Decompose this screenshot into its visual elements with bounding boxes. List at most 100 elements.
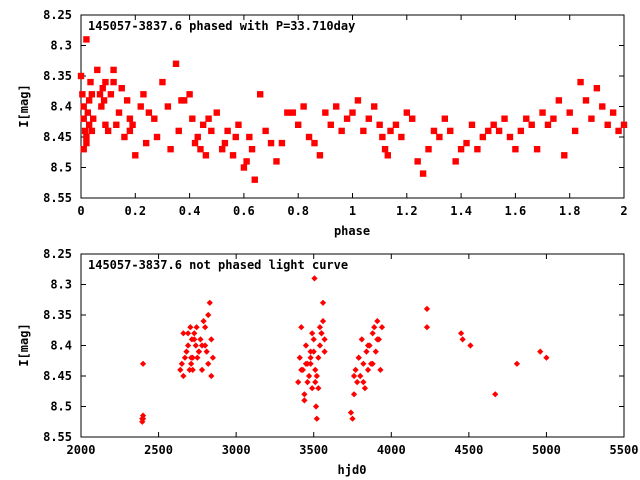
data-point bbox=[126, 127, 134, 135]
data-point bbox=[357, 372, 364, 380]
data-point bbox=[459, 336, 466, 343]
data-point bbox=[186, 91, 193, 98]
data-point bbox=[371, 324, 378, 331]
y-axis-ticks: 8.25 8.3 8.35 8.4 8.45 8.5 8.55 bbox=[43, 247, 624, 444]
x-tick-label: 1 bbox=[349, 204, 356, 218]
data-point bbox=[309, 330, 316, 337]
data-point bbox=[369, 330, 376, 337]
data-point bbox=[457, 330, 465, 337]
data-point bbox=[354, 378, 361, 386]
data-point bbox=[137, 103, 144, 110]
data-point bbox=[392, 121, 400, 128]
data-point bbox=[151, 115, 158, 122]
data-point bbox=[273, 158, 280, 165]
data-point bbox=[365, 115, 372, 122]
data-point bbox=[87, 78, 94, 86]
data-point bbox=[354, 97, 362, 104]
x-axis-label: phase bbox=[334, 224, 370, 238]
x-tick-label: 5000 bbox=[532, 443, 561, 457]
data-point bbox=[208, 127, 215, 135]
data-point bbox=[83, 139, 90, 147]
data-point bbox=[495, 127, 503, 135]
data-point bbox=[180, 372, 187, 380]
data-point bbox=[79, 91, 86, 98]
y-tick-label: 8.5 bbox=[50, 400, 72, 414]
data-point bbox=[369, 360, 376, 367]
data-point bbox=[84, 109, 91, 116]
data-point bbox=[197, 146, 204, 153]
data-point bbox=[205, 360, 212, 367]
x-axis-label: hjd0 bbox=[338, 463, 367, 477]
data-point bbox=[305, 372, 313, 380]
y-tick-label: 8.45 bbox=[43, 369, 72, 383]
data-point bbox=[555, 97, 563, 104]
x-tick-label: 4500 bbox=[454, 443, 483, 457]
data-point bbox=[305, 133, 313, 141]
data-point bbox=[85, 121, 93, 128]
data-point bbox=[99, 85, 106, 92]
data-point bbox=[301, 391, 308, 398]
data-point bbox=[194, 354, 201, 361]
data-point bbox=[349, 109, 356, 116]
data-point bbox=[423, 324, 431, 331]
data-point bbox=[349, 415, 356, 422]
data-point bbox=[295, 121, 302, 128]
unphased-light-curve-chart: 145057-3837.6 not phased light curve hjd… bbox=[17, 247, 638, 477]
data-point bbox=[311, 139, 318, 147]
data-point bbox=[206, 299, 213, 306]
data-point bbox=[307, 354, 314, 361]
data-point bbox=[140, 91, 147, 98]
data-points bbox=[139, 275, 550, 425]
data-point bbox=[561, 152, 568, 159]
y-tick-label: 8.25 bbox=[43, 8, 72, 22]
data-point bbox=[307, 360, 314, 367]
data-point bbox=[423, 305, 431, 313]
data-point bbox=[360, 360, 367, 367]
data-point bbox=[452, 158, 459, 165]
data-point bbox=[599, 103, 606, 110]
data-point bbox=[310, 348, 317, 355]
data-point bbox=[194, 133, 201, 141]
y-tick-label: 8.55 bbox=[43, 191, 72, 205]
data-point bbox=[177, 366, 184, 374]
x-tick-label: 3500 bbox=[299, 443, 328, 457]
data-point bbox=[312, 366, 319, 374]
data-point bbox=[360, 378, 367, 386]
data-point bbox=[319, 299, 327, 306]
data-point bbox=[296, 354, 303, 361]
data-point bbox=[153, 133, 161, 141]
data-point bbox=[240, 164, 248, 171]
data-point bbox=[343, 115, 351, 122]
data-point bbox=[205, 115, 212, 122]
data-point bbox=[208, 336, 215, 343]
x-tick-label: 3000 bbox=[222, 443, 251, 457]
data-point bbox=[191, 139, 199, 147]
data-point bbox=[113, 121, 120, 128]
y-tick-label: 8.25 bbox=[43, 247, 72, 261]
data-point bbox=[588, 115, 595, 122]
data-point bbox=[205, 311, 212, 319]
data-point bbox=[209, 354, 216, 361]
data-point bbox=[100, 97, 108, 104]
data-point bbox=[139, 360, 147, 367]
data-point bbox=[468, 121, 476, 128]
data-point bbox=[193, 324, 200, 331]
data-point bbox=[110, 78, 117, 86]
data-point bbox=[110, 66, 117, 74]
data-point bbox=[102, 121, 109, 128]
data-point bbox=[492, 391, 499, 398]
data-point bbox=[198, 366, 206, 374]
data-point bbox=[485, 127, 492, 135]
data-point bbox=[490, 121, 497, 128]
data-point bbox=[533, 146, 541, 153]
data-point bbox=[183, 348, 190, 355]
data-point bbox=[604, 121, 611, 128]
data-point bbox=[364, 366, 372, 374]
data-point bbox=[115, 109, 123, 116]
data-point bbox=[371, 103, 378, 110]
data-point bbox=[363, 348, 370, 355]
data-point bbox=[378, 324, 386, 331]
data-point bbox=[126, 115, 134, 122]
data-point bbox=[262, 127, 269, 135]
